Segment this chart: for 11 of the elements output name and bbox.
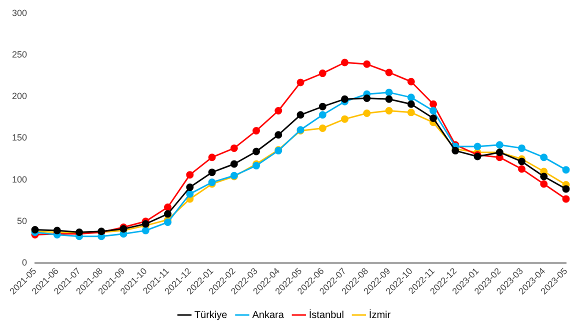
legend-label: İstanbul	[308, 308, 344, 321]
legend-label: Ankara	[252, 310, 284, 321]
y-tick-label: 100	[12, 174, 28, 184]
y-tick-label: 200	[12, 91, 28, 102]
legend-label: İzmir	[368, 308, 392, 321]
y-tick-label: 250	[12, 49, 28, 60]
y-tick-label: 150	[12, 132, 28, 143]
y-tick-label: 300	[12, 8, 28, 18]
legend-label: Türkiye	[194, 310, 228, 321]
y-tick-label: 50	[17, 216, 28, 226]
y-tick-label: 0	[22, 257, 28, 268]
